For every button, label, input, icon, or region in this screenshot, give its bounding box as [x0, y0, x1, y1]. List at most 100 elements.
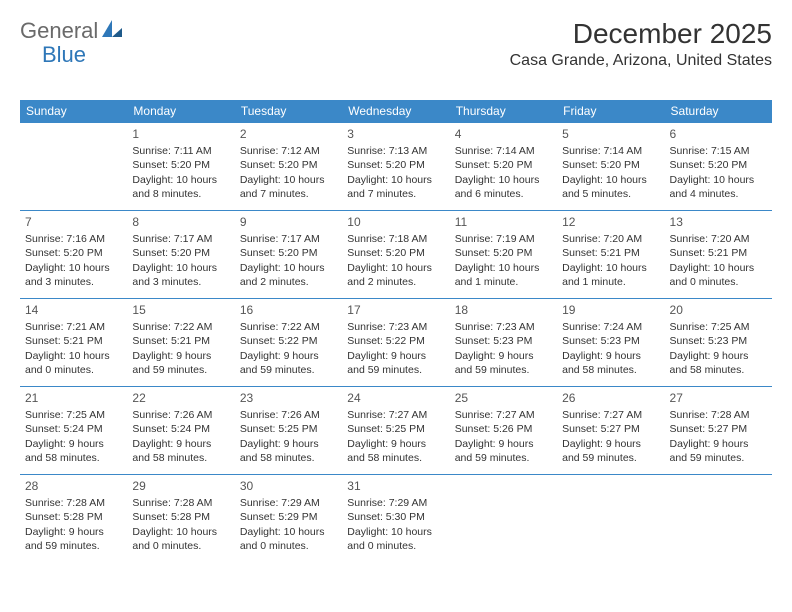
day-cell: 14Sunrise: 7:21 AMSunset: 5:21 PMDayligh…: [20, 299, 127, 387]
sunrise-text: Sunrise: 7:12 AM: [240, 144, 337, 158]
sunset-text: Sunset: 5:24 PM: [25, 422, 122, 436]
day-number: 28: [25, 478, 122, 494]
day-number: 27: [670, 390, 767, 406]
sunset-text: Sunset: 5:21 PM: [670, 246, 767, 260]
sunrise-text: Sunrise: 7:11 AM: [132, 144, 229, 158]
empty-day-cell: [665, 475, 772, 563]
sunrise-text: Sunrise: 7:29 AM: [240, 496, 337, 510]
daylight-text: Daylight: 9 hours and 58 minutes.: [670, 349, 767, 377]
weekday-header: Wednesday: [342, 100, 449, 123]
day-number: 15: [132, 302, 229, 318]
day-cell: 13Sunrise: 7:20 AMSunset: 5:21 PMDayligh…: [665, 211, 772, 299]
day-number: 21: [25, 390, 122, 406]
calendar-page: General December 2025 Casa Grande, Arizo…: [0, 0, 792, 612]
day-cell: 31Sunrise: 7:29 AMSunset: 5:30 PMDayligh…: [342, 475, 449, 563]
calendar-week-row: 21Sunrise: 7:25 AMSunset: 5:24 PMDayligh…: [20, 387, 772, 475]
day-number: 16: [240, 302, 337, 318]
day-cell: 10Sunrise: 7:18 AMSunset: 5:20 PMDayligh…: [342, 211, 449, 299]
calendar-week-row: 7Sunrise: 7:16 AMSunset: 5:20 PMDaylight…: [20, 211, 772, 299]
day-number: 3: [347, 126, 444, 142]
sunset-text: Sunset: 5:27 PM: [670, 422, 767, 436]
empty-day-cell: [450, 475, 557, 563]
sunset-text: Sunset: 5:30 PM: [347, 510, 444, 524]
empty-day-cell: [20, 123, 127, 211]
daylight-text: Daylight: 10 hours and 1 minute.: [562, 261, 659, 289]
sunrise-text: Sunrise: 7:20 AM: [562, 232, 659, 246]
sunset-text: Sunset: 5:22 PM: [240, 334, 337, 348]
calendar-week-row: 1Sunrise: 7:11 AMSunset: 5:20 PMDaylight…: [20, 123, 772, 211]
header: General December 2025 Casa Grande, Arizo…: [20, 18, 772, 70]
sunrise-text: Sunrise: 7:21 AM: [25, 320, 122, 334]
daylight-text: Daylight: 9 hours and 58 minutes.: [562, 349, 659, 377]
weekday-header: Friday: [557, 100, 664, 123]
calendar-table: Sunday Monday Tuesday Wednesday Thursday…: [20, 100, 772, 563]
sunset-text: Sunset: 5:20 PM: [347, 246, 444, 260]
sunset-text: Sunset: 5:21 PM: [562, 246, 659, 260]
sunset-text: Sunset: 5:22 PM: [347, 334, 444, 348]
sunset-text: Sunset: 5:20 PM: [240, 158, 337, 172]
daylight-text: Daylight: 10 hours and 0 minutes.: [25, 349, 122, 377]
daylight-text: Daylight: 9 hours and 58 minutes.: [347, 437, 444, 465]
daylight-text: Daylight: 9 hours and 59 minutes.: [455, 437, 552, 465]
daylight-text: Daylight: 10 hours and 3 minutes.: [132, 261, 229, 289]
sunset-text: Sunset: 5:25 PM: [347, 422, 444, 436]
logo-mark-icon: [102, 20, 124, 43]
month-title: December 2025: [510, 18, 772, 50]
sunset-text: Sunset: 5:20 PM: [347, 158, 444, 172]
daylight-text: Daylight: 10 hours and 4 minutes.: [670, 173, 767, 201]
sunset-text: Sunset: 5:20 PM: [455, 158, 552, 172]
day-cell: 11Sunrise: 7:19 AMSunset: 5:20 PMDayligh…: [450, 211, 557, 299]
day-cell: 27Sunrise: 7:28 AMSunset: 5:27 PMDayligh…: [665, 387, 772, 475]
sunset-text: Sunset: 5:27 PM: [562, 422, 659, 436]
daylight-text: Daylight: 9 hours and 58 minutes.: [240, 437, 337, 465]
day-cell: 6Sunrise: 7:15 AMSunset: 5:20 PMDaylight…: [665, 123, 772, 211]
day-cell: 8Sunrise: 7:17 AMSunset: 5:20 PMDaylight…: [127, 211, 234, 299]
logo-general: General: [20, 18, 98, 44]
day-number: 30: [240, 478, 337, 494]
calendar-week-row: 14Sunrise: 7:21 AMSunset: 5:21 PMDayligh…: [20, 299, 772, 387]
day-cell: 3Sunrise: 7:13 AMSunset: 5:20 PMDaylight…: [342, 123, 449, 211]
daylight-text: Daylight: 10 hours and 2 minutes.: [240, 261, 337, 289]
day-cell: 22Sunrise: 7:26 AMSunset: 5:24 PMDayligh…: [127, 387, 234, 475]
daylight-text: Daylight: 9 hours and 59 minutes.: [455, 349, 552, 377]
day-cell: 17Sunrise: 7:23 AMSunset: 5:22 PMDayligh…: [342, 299, 449, 387]
sunrise-text: Sunrise: 7:24 AM: [562, 320, 659, 334]
sunset-text: Sunset: 5:26 PM: [455, 422, 552, 436]
sunrise-text: Sunrise: 7:17 AM: [240, 232, 337, 246]
sunset-text: Sunset: 5:21 PM: [25, 334, 122, 348]
title-block: December 2025 Casa Grande, Arizona, Unit…: [510, 18, 772, 70]
day-cell: 15Sunrise: 7:22 AMSunset: 5:21 PMDayligh…: [127, 299, 234, 387]
day-number: 2: [240, 126, 337, 142]
day-cell: 9Sunrise: 7:17 AMSunset: 5:20 PMDaylight…: [235, 211, 342, 299]
day-cell: 21Sunrise: 7:25 AMSunset: 5:24 PMDayligh…: [20, 387, 127, 475]
sunrise-text: Sunrise: 7:27 AM: [562, 408, 659, 422]
day-cell: 2Sunrise: 7:12 AMSunset: 5:20 PMDaylight…: [235, 123, 342, 211]
daylight-text: Daylight: 9 hours and 59 minutes.: [347, 349, 444, 377]
sunrise-text: Sunrise: 7:17 AM: [132, 232, 229, 246]
day-number: 25: [455, 390, 552, 406]
sunrise-text: Sunrise: 7:26 AM: [240, 408, 337, 422]
sunrise-text: Sunrise: 7:26 AM: [132, 408, 229, 422]
weekday-header: Thursday: [450, 100, 557, 123]
sunset-text: Sunset: 5:24 PM: [132, 422, 229, 436]
sunset-text: Sunset: 5:20 PM: [670, 158, 767, 172]
day-cell: 30Sunrise: 7:29 AMSunset: 5:29 PMDayligh…: [235, 475, 342, 563]
sunset-text: Sunset: 5:20 PM: [25, 246, 122, 260]
day-cell: 7Sunrise: 7:16 AMSunset: 5:20 PMDaylight…: [20, 211, 127, 299]
location: Casa Grande, Arizona, United States: [510, 52, 772, 70]
day-cell: 5Sunrise: 7:14 AMSunset: 5:20 PMDaylight…: [557, 123, 664, 211]
day-cell: 18Sunrise: 7:23 AMSunset: 5:23 PMDayligh…: [450, 299, 557, 387]
day-number: 10: [347, 214, 444, 230]
sunset-text: Sunset: 5:20 PM: [132, 246, 229, 260]
sunrise-text: Sunrise: 7:15 AM: [670, 144, 767, 158]
sunset-text: Sunset: 5:29 PM: [240, 510, 337, 524]
day-number: 24: [347, 390, 444, 406]
sunrise-text: Sunrise: 7:25 AM: [670, 320, 767, 334]
day-number: 13: [670, 214, 767, 230]
day-cell: 25Sunrise: 7:27 AMSunset: 5:26 PMDayligh…: [450, 387, 557, 475]
day-cell: 16Sunrise: 7:22 AMSunset: 5:22 PMDayligh…: [235, 299, 342, 387]
sunset-text: Sunset: 5:20 PM: [132, 158, 229, 172]
daylight-text: Daylight: 10 hours and 2 minutes.: [347, 261, 444, 289]
day-number: 4: [455, 126, 552, 142]
calendar-body: 1Sunrise: 7:11 AMSunset: 5:20 PMDaylight…: [20, 123, 772, 563]
